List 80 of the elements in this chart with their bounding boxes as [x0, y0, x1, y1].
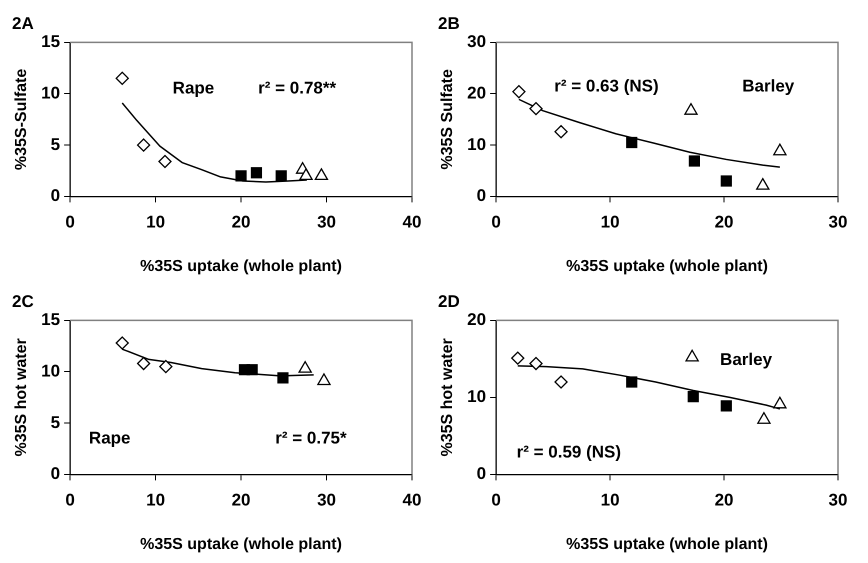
y-tick-label: 15	[41, 32, 60, 52]
annotation: Rape	[88, 428, 130, 448]
point	[554, 125, 568, 138]
y-axis-title: %35S-Sulfate	[13, 68, 30, 170]
point	[159, 360, 172, 374]
x-tick-label: 30	[828, 212, 848, 232]
annotation: r² = 0.75*	[275, 428, 347, 448]
y-tick-label: 5	[50, 134, 60, 154]
y-tick-label: 20	[467, 310, 486, 330]
point	[299, 168, 313, 180]
x-tick-label: 10	[600, 212, 620, 232]
point	[626, 136, 638, 148]
x-tick-label: 10	[600, 490, 620, 510]
annotation: Barley	[742, 76, 795, 96]
y-axis-title: %35S hot water	[439, 338, 456, 457]
chart-title: 2D	[438, 292, 460, 311]
point	[277, 372, 289, 384]
chart-title: 2B	[438, 14, 460, 33]
point	[688, 155, 700, 167]
x-tick-label: 0	[65, 212, 75, 232]
y-tick-label: 30	[467, 32, 486, 52]
point	[276, 170, 287, 182]
y-tick-label: 0	[476, 464, 486, 484]
y-tick-label: 10	[467, 387, 486, 406]
point	[554, 375, 568, 389]
x-tick-label: 10	[146, 212, 166, 232]
x-tick-label: 20	[714, 490, 734, 510]
point	[235, 170, 247, 182]
point	[250, 167, 262, 178]
point	[757, 412, 771, 424]
annotation: r² = 0.63 (NS)	[554, 76, 659, 96]
y-tick-label: 0	[50, 186, 60, 206]
annotation: Barley	[720, 350, 773, 370]
point	[136, 138, 150, 152]
x-tick-label: 20	[232, 490, 251, 510]
y-tick-label: 20	[467, 83, 486, 102]
point	[116, 72, 129, 85]
x-tick-label: 0	[491, 212, 501, 232]
y-tick-label: 0	[50, 464, 60, 484]
point	[720, 175, 732, 187]
point	[158, 154, 172, 168]
point	[626, 376, 638, 388]
point	[773, 396, 787, 408]
point	[136, 356, 150, 370]
x-tick-label: 40	[402, 212, 422, 232]
x-tick-label: 10	[146, 490, 166, 510]
x-tick-label: 30	[828, 490, 848, 510]
x-tick-label: 20	[232, 212, 251, 232]
x-tick-label: 0	[491, 490, 501, 510]
annotation: Rape	[172, 78, 214, 98]
x-tick-label: 0	[65, 490, 75, 510]
point	[246, 364, 258, 376]
annotation: r² = 0.78**	[258, 78, 337, 98]
point	[720, 400, 732, 412]
x-tick-label: 40	[402, 490, 422, 510]
y-tick-label: 10	[41, 361, 60, 380]
point	[314, 168, 328, 180]
point	[511, 351, 524, 365]
y-tick-label: 10	[467, 134, 486, 154]
point	[529, 102, 543, 116]
point	[512, 85, 526, 98]
chart-title: 2A	[12, 14, 34, 33]
x-axis-title: %35S uptake (whole plant)	[140, 258, 342, 275]
x-axis-title: %35S uptake (whole plant)	[140, 536, 342, 553]
x-axis-title: %35S uptake (whole plant)	[566, 536, 768, 553]
y-tick-label: 0	[476, 186, 486, 206]
annotation: r² = 0.59 (NS)	[516, 442, 622, 462]
y-axis-title: %35S Sulfate	[439, 69, 456, 170]
x-tick-label: 30	[317, 212, 336, 232]
x-axis-title: %35S uptake (whole plant)	[566, 258, 768, 275]
x-tick-label: 30	[317, 490, 336, 510]
chart-title: 2C	[12, 292, 34, 311]
point	[116, 336, 129, 350]
x-tick-label: 20	[714, 212, 734, 232]
y-tick-label: 5	[50, 412, 60, 432]
y-axis-title: %35S hot water	[13, 338, 30, 457]
point	[529, 356, 543, 370]
y-tick-label: 15	[41, 310, 60, 330]
y-tick-label: 10	[41, 83, 60, 102]
point	[688, 391, 699, 402]
